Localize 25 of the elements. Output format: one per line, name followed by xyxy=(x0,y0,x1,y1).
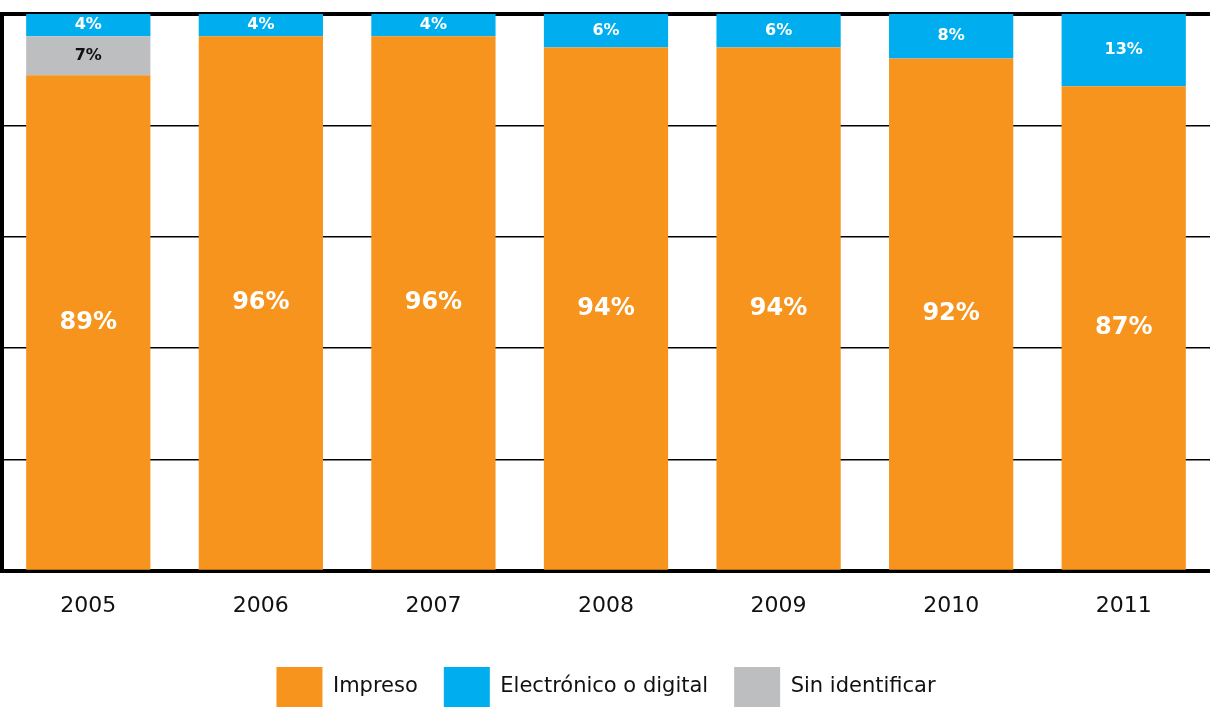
data-label: 6% xyxy=(592,19,620,39)
data-label: 4% xyxy=(74,14,102,34)
data-label: 4% xyxy=(419,14,448,34)
data-label: 89% xyxy=(59,306,118,335)
data-label: 7% xyxy=(74,44,102,64)
data-label: 94% xyxy=(577,292,635,321)
data-label: 8% xyxy=(937,25,965,45)
x-tick-label: 2007 xyxy=(405,591,462,617)
x-tick-label: 2005 xyxy=(60,591,117,617)
legend-label: Sin identificar xyxy=(790,673,936,698)
data-label: 92% xyxy=(922,298,980,327)
legend-label: Electrónico o digital xyxy=(500,673,709,698)
data-label: 6% xyxy=(764,19,793,39)
legend-label: Impreso xyxy=(332,673,418,698)
data-label: 96% xyxy=(232,287,290,316)
data-label: 4% xyxy=(247,14,275,34)
x-tick-label: 2008 xyxy=(578,591,634,617)
data-label: 94% xyxy=(749,292,808,321)
x-tick-label: 2009 xyxy=(750,591,807,617)
data-label: 13% xyxy=(1104,39,1143,59)
x-tick-label: 2010 xyxy=(923,591,980,617)
x-tick-label: 2006 xyxy=(232,591,289,617)
data-label: 87% xyxy=(1094,312,1153,341)
data-label: 96% xyxy=(404,287,463,316)
x-tick-label: 2011 xyxy=(1095,591,1152,617)
